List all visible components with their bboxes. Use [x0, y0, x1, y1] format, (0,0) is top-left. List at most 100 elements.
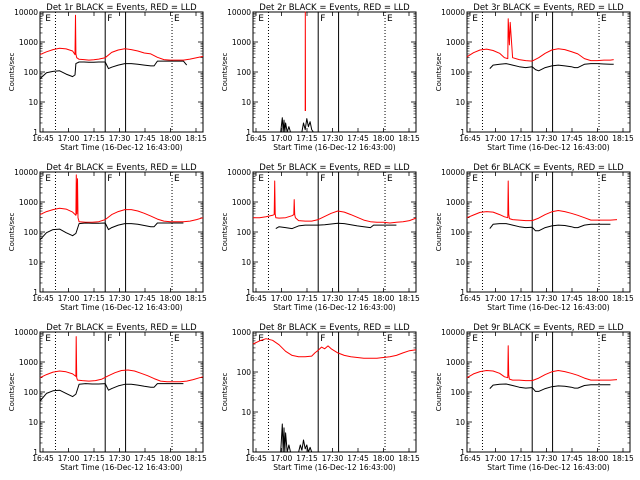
x-tick-label: 18:00: [587, 294, 609, 303]
y-tick-label: 10000: [227, 168, 251, 177]
y-tick-label: 100: [24, 228, 39, 237]
events-series-line: [39, 222, 184, 241]
x-tick-label: 17:45: [347, 454, 369, 463]
panel-title: Det 5r BLACK = Events, RED = LLD: [259, 163, 410, 173]
y-tick-label: 1000: [19, 358, 38, 367]
y-tick-label: 10: [241, 408, 251, 417]
y-tick-label: 100: [237, 368, 252, 377]
y-axis-label: Counts/sec: [221, 373, 229, 412]
interval-marker-e: E: [601, 334, 607, 344]
y-tick-label: 100: [24, 68, 39, 77]
x-tick-label: 17:00: [271, 454, 293, 463]
y-tick-label: 100: [237, 68, 252, 77]
plot-frame: [466, 11, 631, 133]
y-axis-label: Counts/sec: [221, 53, 229, 92]
x-tick-label: 17:45: [561, 134, 583, 143]
y-tick-label: 1: [246, 128, 251, 137]
x-tick-label: 16:45: [32, 294, 54, 303]
y-tick-label: 10000: [14, 328, 38, 337]
x-tick-label: 18:00: [373, 294, 395, 303]
x-axis-label: Start Time (16-Dec-12 16:43:00): [60, 303, 182, 312]
panel-title: Det 1r BLACK = Events, RED = LLD: [46, 3, 197, 13]
x-tick-label: 17:00: [485, 454, 507, 463]
x-tick-label: 17:15: [83, 454, 105, 463]
x-tick-label: 18:15: [398, 134, 420, 143]
y-tick-label: 1: [460, 448, 465, 457]
x-tick-label: 18:00: [373, 134, 395, 143]
x-tick-label: 17:45: [347, 294, 369, 303]
y-axis-label: Counts/sec: [221, 213, 229, 252]
interval-marker-e: E: [601, 14, 607, 24]
panel-det-2: Det 2r BLACK = Events, RED = LLD 1 10 100 10…: [221, 3, 420, 152]
x-axis-label: Start Time (16-Dec-12 16:43:00): [487, 463, 609, 472]
x-tick-label: 18:15: [398, 454, 420, 463]
y-tick-label: 1: [460, 128, 465, 137]
panel-det-8: Det 8r BLACK = Events, RED = LLD 1 10 100 10…: [221, 323, 420, 472]
interval-marker-e: E: [472, 174, 478, 184]
events-series-line: [39, 383, 184, 402]
interval-marker-e: E: [258, 174, 264, 184]
events-series-line: [280, 117, 314, 133]
interval-marker-e: E: [45, 174, 51, 184]
x-tick-label: 16:45: [245, 294, 267, 303]
x-tick-label: 18:15: [185, 294, 207, 303]
panel-det-6: Det 6r BLACK = Events, RED = LLD 1 10 100 10…: [435, 163, 634, 312]
x-tick-label: 17:00: [485, 134, 507, 143]
interval-marker-f: F: [534, 334, 539, 344]
plot-frame: [252, 171, 417, 293]
panel-det-3: Det 3r BLACK = Events, RED = LLD 1 10 100 10…: [435, 3, 634, 152]
y-tick-label: 1: [33, 128, 38, 137]
interval-marker-e: E: [174, 334, 180, 344]
x-tick-label: 17:45: [347, 134, 369, 143]
y-tick-label: 100: [451, 388, 466, 397]
y-tick-label: 1000: [232, 38, 251, 47]
x-tick-label: 17:15: [296, 454, 318, 463]
x-tick-label: 18:00: [587, 134, 609, 143]
plot-frame: [39, 11, 204, 133]
x-tick-label: 18:00: [160, 134, 182, 143]
panel-det-7: Det 7r BLACK = Events, RED = LLD 1 10 100 10…: [8, 323, 207, 472]
plot-frame: [466, 331, 631, 453]
interval-marker-f: F: [107, 174, 112, 184]
x-tick-label: 17:45: [561, 454, 583, 463]
x-axis-label: Start Time (16-Dec-12 16:43:00): [273, 143, 395, 152]
y-tick-label: 10: [241, 98, 251, 107]
y-tick-label: 1000: [232, 328, 251, 337]
x-tick-label: 17:15: [296, 134, 318, 143]
events-series-line: [489, 383, 611, 392]
y-tick-label: 10: [241, 258, 251, 267]
y-tick-label: 1000: [19, 198, 38, 207]
x-tick-label: 17:00: [58, 134, 80, 143]
events-series-line: [489, 223, 611, 232]
x-tick-label: 18:15: [612, 454, 634, 463]
plot-frame: [252, 11, 417, 133]
lld-series-line: [39, 174, 204, 223]
interval-marker-e: E: [258, 334, 264, 344]
x-tick-label: 17:30: [536, 134, 558, 143]
panel-det-1: Det 1r BLACK = Events, RED = LLD 1 10 100 10…: [8, 3, 207, 152]
x-tick-label: 16:45: [245, 134, 267, 143]
interval-marker-e: E: [472, 14, 478, 24]
x-tick-label: 16:45: [32, 454, 54, 463]
x-tick-label: 18:15: [612, 134, 634, 143]
y-tick-label: 10: [455, 258, 465, 267]
interval-marker-f: F: [320, 14, 325, 24]
y-tick-label: 1000: [446, 358, 465, 367]
panel-det-9: Det 9r BLACK = Events, RED = LLD 1 10 100 10…: [435, 323, 634, 472]
y-tick-label: 10: [455, 98, 465, 107]
x-tick-label: 17:00: [58, 294, 80, 303]
x-axis-label: Start Time (16-Dec-12 16:43:00): [273, 463, 395, 472]
y-tick-label: 10: [455, 418, 465, 427]
x-axis-label: Start Time (16-Dec-12 16:43:00): [273, 303, 395, 312]
x-tick-label: 17:30: [536, 454, 558, 463]
y-tick-label: 1000: [446, 38, 465, 47]
x-tick-label: 17:00: [271, 134, 293, 143]
y-tick-label: 1: [460, 288, 465, 297]
lld-series-line: [39, 14, 204, 61]
x-tick-label: 17:00: [58, 454, 80, 463]
x-tick-label: 17:45: [134, 134, 156, 143]
panel-det-5: Det 5r BLACK = Events, RED = LLD 1 10 100 10…: [221, 163, 420, 312]
y-tick-label: 1000: [19, 38, 38, 47]
y-tick-label: 10: [28, 258, 38, 267]
interval-marker-f: F: [320, 334, 325, 344]
